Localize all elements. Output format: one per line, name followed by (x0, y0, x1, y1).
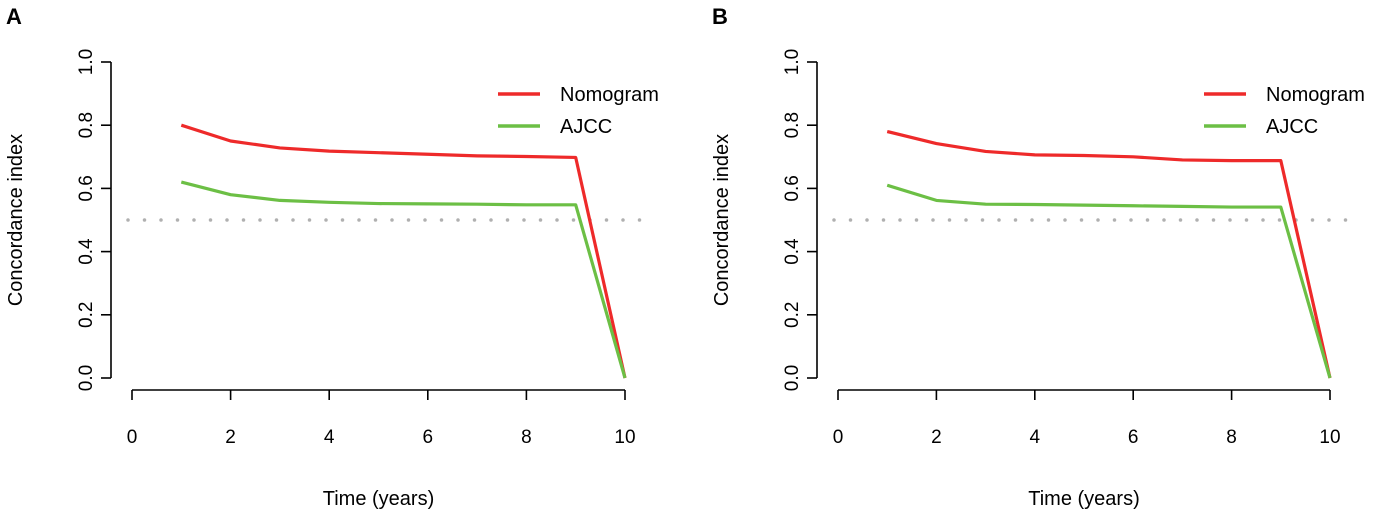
panel-label: B (712, 4, 728, 29)
x-axis-label: Time (years) (1028, 488, 1139, 510)
x-axis-label: Time (years) (323, 488, 434, 510)
series-line-nomogram (180, 123, 627, 379)
x-tick-label: 4 (1030, 427, 1041, 448)
series-line-nomogram (886, 129, 1332, 379)
panel-label: A (6, 4, 22, 29)
x-tick-label: 10 (1319, 427, 1340, 448)
y-tick-label: 0.6 (76, 175, 97, 201)
x-tick-label: 6 (423, 427, 434, 448)
series-line-ajcc (180, 180, 627, 379)
y-tick-label: 0.8 (76, 112, 97, 138)
panel-a: A 0.0 0.2 0.4 0.6 0.8 1.0 0 2 4 6 8 10 Time (years) Co… (5, 4, 659, 510)
y-axis-label: Concordance index (711, 134, 733, 306)
x-tick-label: 8 (521, 427, 532, 448)
y-tick-label: 0.4 (76, 238, 97, 265)
y-tick-label: 0.0 (76, 365, 97, 391)
y-tick-label: 0.4 (782, 238, 803, 265)
x-tick-label: 2 (225, 427, 236, 448)
legend-label: Nomogram (1266, 84, 1365, 106)
y-tick-label: 0.0 (782, 365, 803, 391)
x-tick-label: 2 (931, 427, 942, 448)
y-tick-label: 0.6 (782, 175, 803, 201)
y-tick-label: 1.0 (782, 49, 803, 75)
x-tick-label: 10 (614, 427, 635, 448)
x-tick-label: 8 (1226, 427, 1237, 448)
y-axis-label: Concordance index (5, 134, 27, 306)
x-tick-label: 0 (127, 427, 138, 448)
series-line-ajcc (886, 183, 1332, 379)
panel-b: B 0.0 0.2 0.4 0.6 0.8 1.0 0 2 4 6 8 10 Time (years) Co… (711, 4, 1365, 510)
legend-label: Nomogram (560, 84, 659, 106)
legend-label: AJCC (1266, 116, 1318, 138)
y-tick-label: 0.2 (782, 302, 803, 328)
y-tick-label: 0.2 (76, 302, 97, 328)
x-tick-label: 4 (324, 427, 335, 448)
legend-label: AJCC (560, 116, 612, 138)
y-tick-label: 1.0 (76, 49, 97, 75)
y-tick-label: 0.8 (782, 112, 803, 138)
x-tick-label: 6 (1128, 427, 1139, 448)
x-tick-label: 0 (833, 427, 844, 448)
